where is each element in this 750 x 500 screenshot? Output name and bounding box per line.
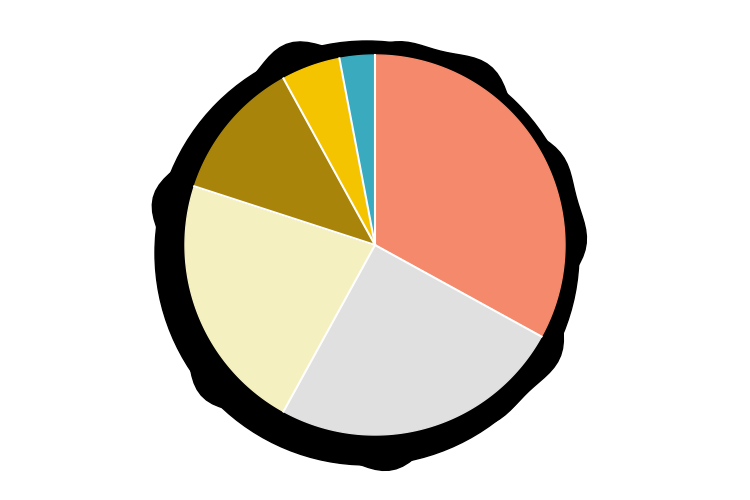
Polygon shape bbox=[284, 58, 375, 245]
Polygon shape bbox=[185, 186, 375, 412]
Polygon shape bbox=[284, 245, 542, 435]
Circle shape bbox=[155, 41, 579, 465]
Polygon shape bbox=[194, 78, 375, 245]
Polygon shape bbox=[375, 55, 565, 336]
Polygon shape bbox=[152, 42, 586, 470]
Polygon shape bbox=[340, 55, 375, 245]
